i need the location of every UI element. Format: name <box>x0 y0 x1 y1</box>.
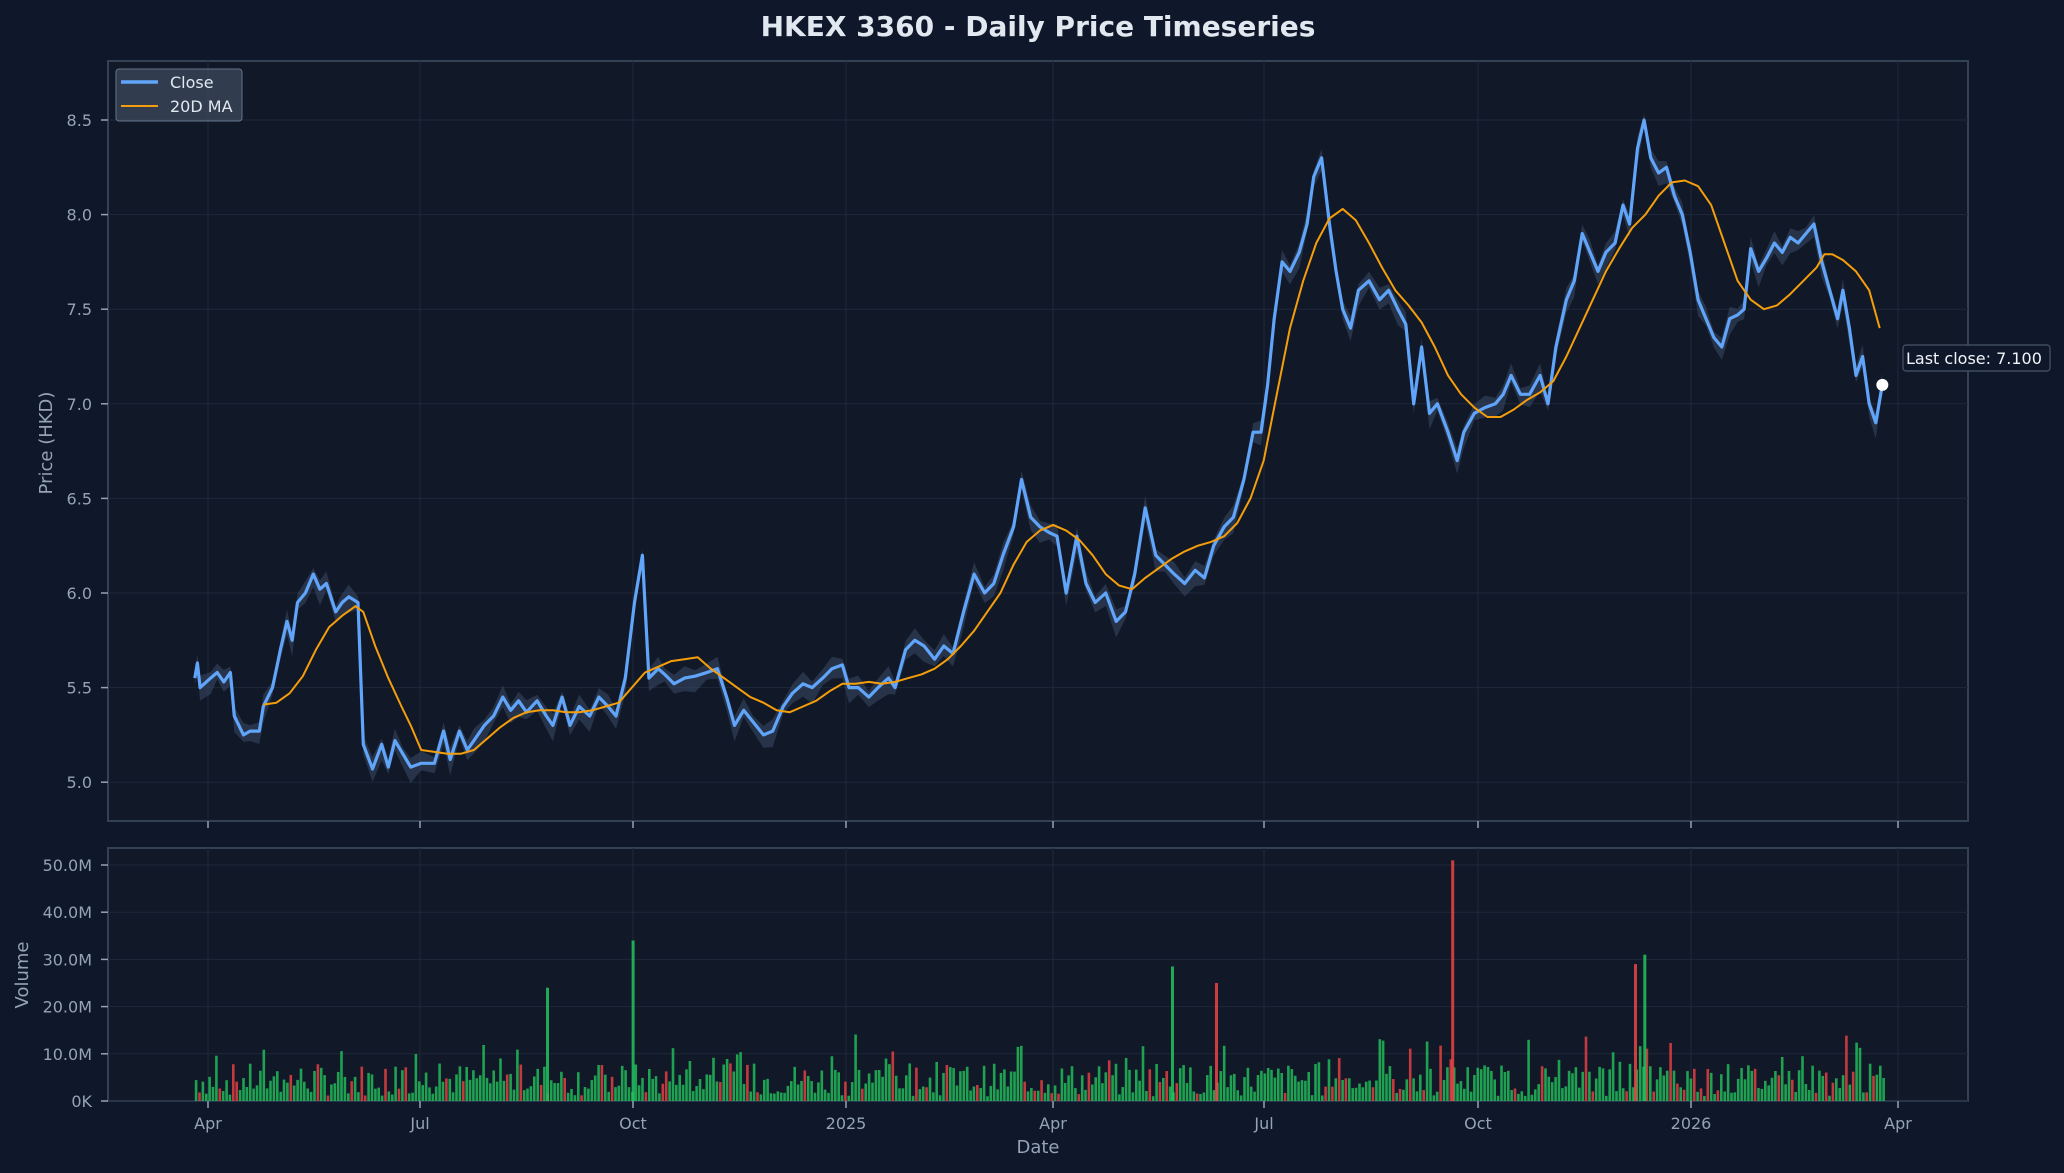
volume-tick-label: 10.0M <box>43 1045 92 1064</box>
volume-x-axis: Apr Jul Oct 2025 Apr Jul Oct 2026 Apr <box>194 1101 1912 1133</box>
volume-y-label: Volume <box>12 942 33 1009</box>
volume-peak-bar <box>1634 964 1637 1101</box>
ma-line <box>263 179 1881 755</box>
volume-peak-bar <box>1451 860 1455 1101</box>
volume-tick-label: 50.0M <box>43 856 92 875</box>
volume-plot-area <box>107 847 1969 1102</box>
date-tick-label: Apr <box>1039 1114 1067 1133</box>
chart-title: HKEX 3360 - Daily Price Timeseries <box>761 10 1316 43</box>
x-axis-label: Date <box>1016 1137 1059 1158</box>
price-tick-label: 8.0 <box>67 206 92 225</box>
price-y-axis: 5.0 5.5 6.0 6.5 7.0 7.5 8.0 8.5 <box>67 111 108 792</box>
volume-peak-bar <box>1215 983 1218 1101</box>
price-grid <box>108 61 1968 821</box>
volume-peak-bar <box>546 987 549 1101</box>
date-tick-label: Jul <box>409 1114 429 1133</box>
volume-panel: 0K 10.0M 20.0M 30.0M 40.0M 50.0M Apr Jul Oct 202… <box>12 847 1969 1158</box>
price-tick-label: 7.0 <box>67 395 92 414</box>
volume-peak-bar <box>631 940 635 1101</box>
price-plot-area <box>107 60 1969 822</box>
price-tick-label: 5.5 <box>67 679 92 698</box>
volume-bars <box>194 860 1885 1101</box>
date-tick-label: Jul <box>1253 1114 1273 1133</box>
date-tick-label: 2025 <box>826 1114 867 1133</box>
last-close-marker[interactable] <box>1876 378 1889 391</box>
price-panel: 5.0 5.5 6.0 6.5 7.0 7.5 8.0 8.5 Last close: 7.1… <box>36 60 2051 828</box>
volume-tick-label: 20.0M <box>43 998 92 1017</box>
date-tick-label: 2026 <box>1671 1114 1712 1133</box>
date-tick-label: Apr <box>194 1114 222 1133</box>
price-tick-label: 6.0 <box>67 584 92 603</box>
price-tick-label: 7.5 <box>67 300 92 319</box>
price-tick-label: 8.5 <box>67 111 92 130</box>
price-tick-label: 6.5 <box>67 489 92 508</box>
volume-peak-bar <box>1643 954 1647 1101</box>
price-x-ticks <box>207 821 1899 828</box>
volume-tick-label: 30.0M <box>43 950 92 969</box>
volume-tick-label: 0K <box>71 1092 92 1111</box>
date-tick-label: Apr <box>1884 1114 1912 1133</box>
date-tick-label: Oct <box>619 1114 647 1133</box>
price-tick-label: 5.0 <box>67 773 92 792</box>
volume-peak-bar <box>1171 966 1174 1101</box>
date-tick-label: Oct <box>1464 1114 1492 1133</box>
legend-close-label: Close <box>170 73 214 92</box>
last-close-label: Last close: 7.100 <box>1906 349 2042 368</box>
legend-ma-label: 20D MA <box>170 97 233 116</box>
price-y-label: Price (HKD) <box>36 392 57 495</box>
legend: Close 20D MA <box>115 68 243 122</box>
volume-y-axis: 0K 10.0M 20.0M 30.0M 40.0M 50.0M <box>43 856 108 1111</box>
volume-tick-label: 40.0M <box>43 903 92 922</box>
last-close-annotation: Last close: 7.100 <box>1902 344 2051 372</box>
